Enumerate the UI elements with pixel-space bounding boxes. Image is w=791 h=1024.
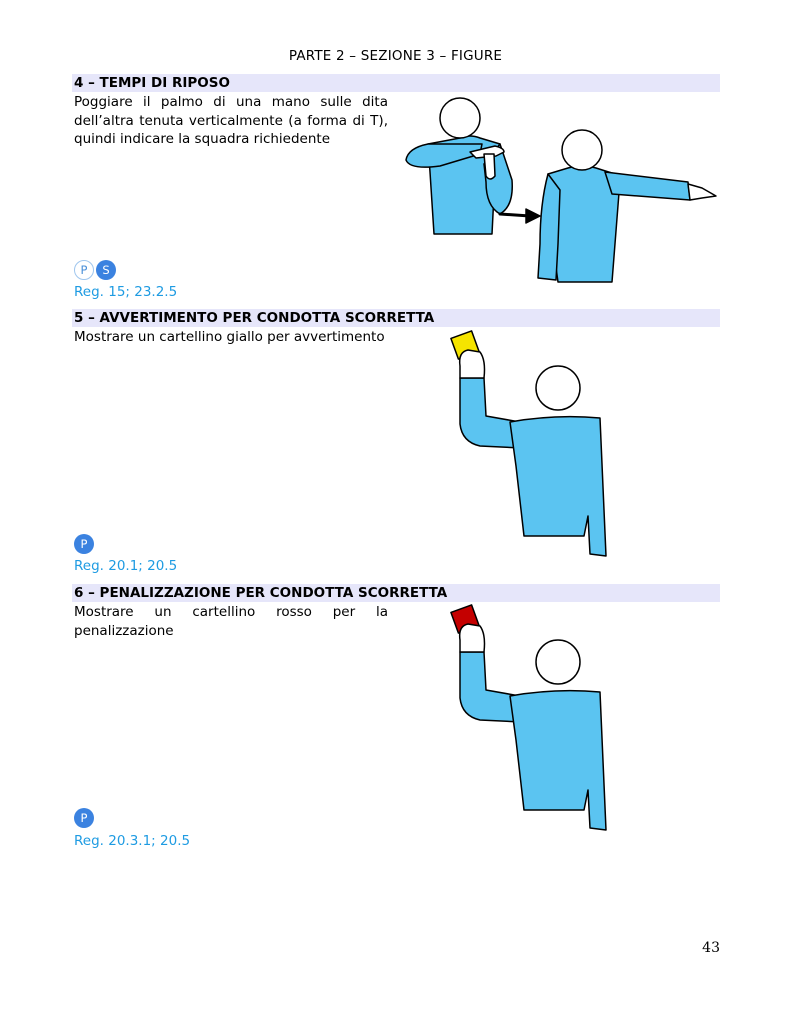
referee-body [509,415,607,557]
referee-arm-raised [459,377,523,449]
badge-group: P [74,808,94,830]
referee-head [535,639,581,685]
referee2-hand [687,183,717,201]
arrow-shaft [498,212,532,218]
regulation-reference: Reg. 20.3.1; 20.5 [74,833,191,849]
section-title: 4 – TEMPI DI RIPOSO [72,74,720,92]
referee-body [509,689,607,831]
referee-hand [458,623,486,653]
section-title: 6 – PENALIZZAZIONE PER CONDOTTA SCORRETT… [72,584,720,602]
badge-p: P [74,260,94,280]
page-header: PARTE 2 – SEZIONE 3 – FIGURE [288,48,503,64]
referee-arm-raised [459,651,523,723]
regulation-reference: Reg. 15; 23.2.5 [74,284,178,300]
referee-hand [458,349,486,379]
referee2-left-arm [537,173,561,281]
badge-p: P [74,808,94,828]
arrow-head [525,208,541,224]
section-description: Poggiare il palmo di una mano sulle dita… [74,94,388,147]
badge-group: P S [74,260,116,282]
badge-group: P [74,534,94,556]
referee-head [535,365,581,411]
regulation-reference: Reg. 20.1; 20.5 [74,558,178,574]
badge-p: P [74,534,94,554]
hand-palm [469,145,505,159]
hand-fingers [483,153,496,180]
section-description: Mostrare un cartellino rosso per la pena… [74,604,388,639]
referee-yellow-card-figure [450,330,607,557]
badge-s: S [96,260,116,280]
referee-time-out-figure [405,97,717,283]
referee2-head [561,129,603,171]
referee-left-arm [405,143,483,168]
referee-head [439,97,481,139]
page-number: 43 [702,940,720,956]
section-title: 5 – AVVERTIMENTO PER CONDOTTA SCORRETTA [72,309,720,327]
section-description: Mostrare un cartellino giallo per avvert… [74,329,385,345]
referee-red-card-figure [450,604,607,831]
